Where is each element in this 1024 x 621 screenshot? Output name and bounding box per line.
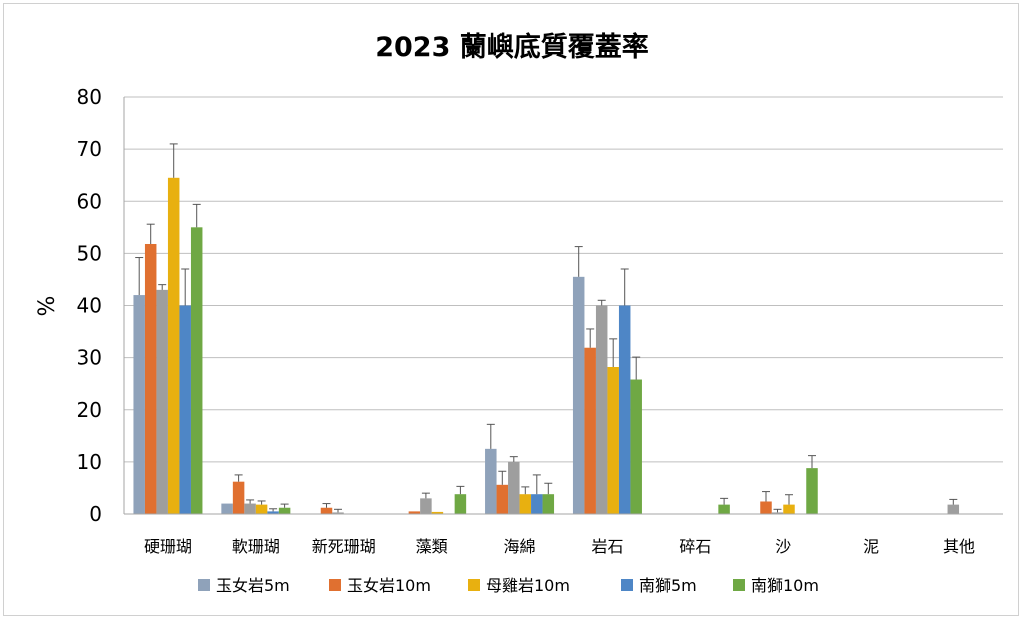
bar	[144, 243, 157, 514]
category-label: 軟珊瑚	[232, 537, 280, 556]
error-bars	[135, 143, 958, 513]
legend-swatch	[733, 579, 745, 591]
chart-title: 2023 蘭嶼底質覆蓋率	[375, 31, 649, 63]
bar	[190, 227, 203, 514]
y-tick-label: 70	[77, 137, 102, 161]
bar	[806, 468, 818, 514]
axes	[123, 97, 1003, 515]
legend-label: 玉女岩10m	[347, 576, 431, 595]
y-tick-label: 50	[77, 241, 102, 265]
category-labels: 硬珊瑚 軟珊瑚 新死珊瑚 藻類 海綿 岩石 碎石 沙 泥 其他	[144, 537, 975, 556]
category-label: 硬珊瑚	[144, 537, 192, 556]
bar	[595, 305, 608, 514]
gridlines	[124, 96, 1003, 463]
bar	[531, 494, 543, 514]
bar	[244, 503, 256, 514]
bar	[179, 305, 191, 514]
y-tick-label: 30	[77, 346, 102, 370]
bar	[232, 481, 245, 514]
y-tick-labels: 0 10 20 30 40 50 60 70 80	[77, 85, 102, 526]
bar	[519, 494, 532, 514]
category-label: 其他	[943, 537, 975, 556]
category-label: 藻類	[416, 537, 448, 556]
bar	[320, 507, 333, 514]
bar	[267, 511, 279, 514]
bar	[133, 295, 145, 514]
legend-swatch	[621, 579, 633, 591]
category-label: 泥	[863, 537, 879, 556]
legend-label: 南獅10m	[751, 576, 819, 595]
legend-swatch	[329, 579, 341, 591]
bar	[947, 504, 960, 514]
bar	[431, 511, 444, 514]
bar	[255, 504, 268, 514]
bar	[783, 504, 795, 514]
bar	[454, 494, 467, 514]
legend: 玉女岩5m 玉女岩10m 母雞岩10m 南獅5m 南獅10m	[198, 576, 819, 595]
bar	[420, 498, 432, 514]
legend-swatch	[468, 579, 480, 591]
bar	[630, 379, 642, 514]
category-label: 碎石	[679, 537, 711, 556]
bar	[167, 177, 180, 514]
bar	[760, 501, 772, 514]
bar	[718, 504, 730, 514]
bar	[607, 367, 619, 514]
legend-label: 母雞岩10m	[486, 576, 570, 595]
y-tick-label: 20	[77, 398, 102, 422]
bar	[584, 347, 596, 514]
bar	[156, 289, 168, 514]
y-axis-label: %	[35, 296, 60, 317]
bar	[618, 305, 631, 514]
bar	[508, 461, 520, 514]
category-label: 沙	[775, 537, 791, 556]
bar	[332, 512, 344, 514]
bar	[278, 507, 291, 514]
y-tick-label: 0	[89, 502, 102, 526]
bar	[542, 494, 555, 514]
legend-label: 南獅5m	[639, 576, 697, 595]
category-label: 新死珊瑚	[312, 537, 376, 556]
y-tick-label: 40	[77, 294, 102, 318]
y-tick-label: 60	[77, 189, 102, 213]
y-tick-label: 80	[77, 85, 102, 109]
bars	[133, 177, 960, 514]
legend-swatch	[198, 579, 210, 591]
bar	[496, 484, 509, 514]
category-label: 岩石	[591, 537, 623, 556]
category-label: 海綿	[504, 537, 536, 556]
bar	[485, 448, 497, 514]
bar	[771, 512, 784, 514]
legend-label: 玉女岩5m	[216, 576, 290, 595]
bar	[572, 276, 585, 514]
bar	[221, 503, 233, 514]
y-tick-label: 10	[77, 450, 102, 474]
bar	[408, 511, 421, 514]
